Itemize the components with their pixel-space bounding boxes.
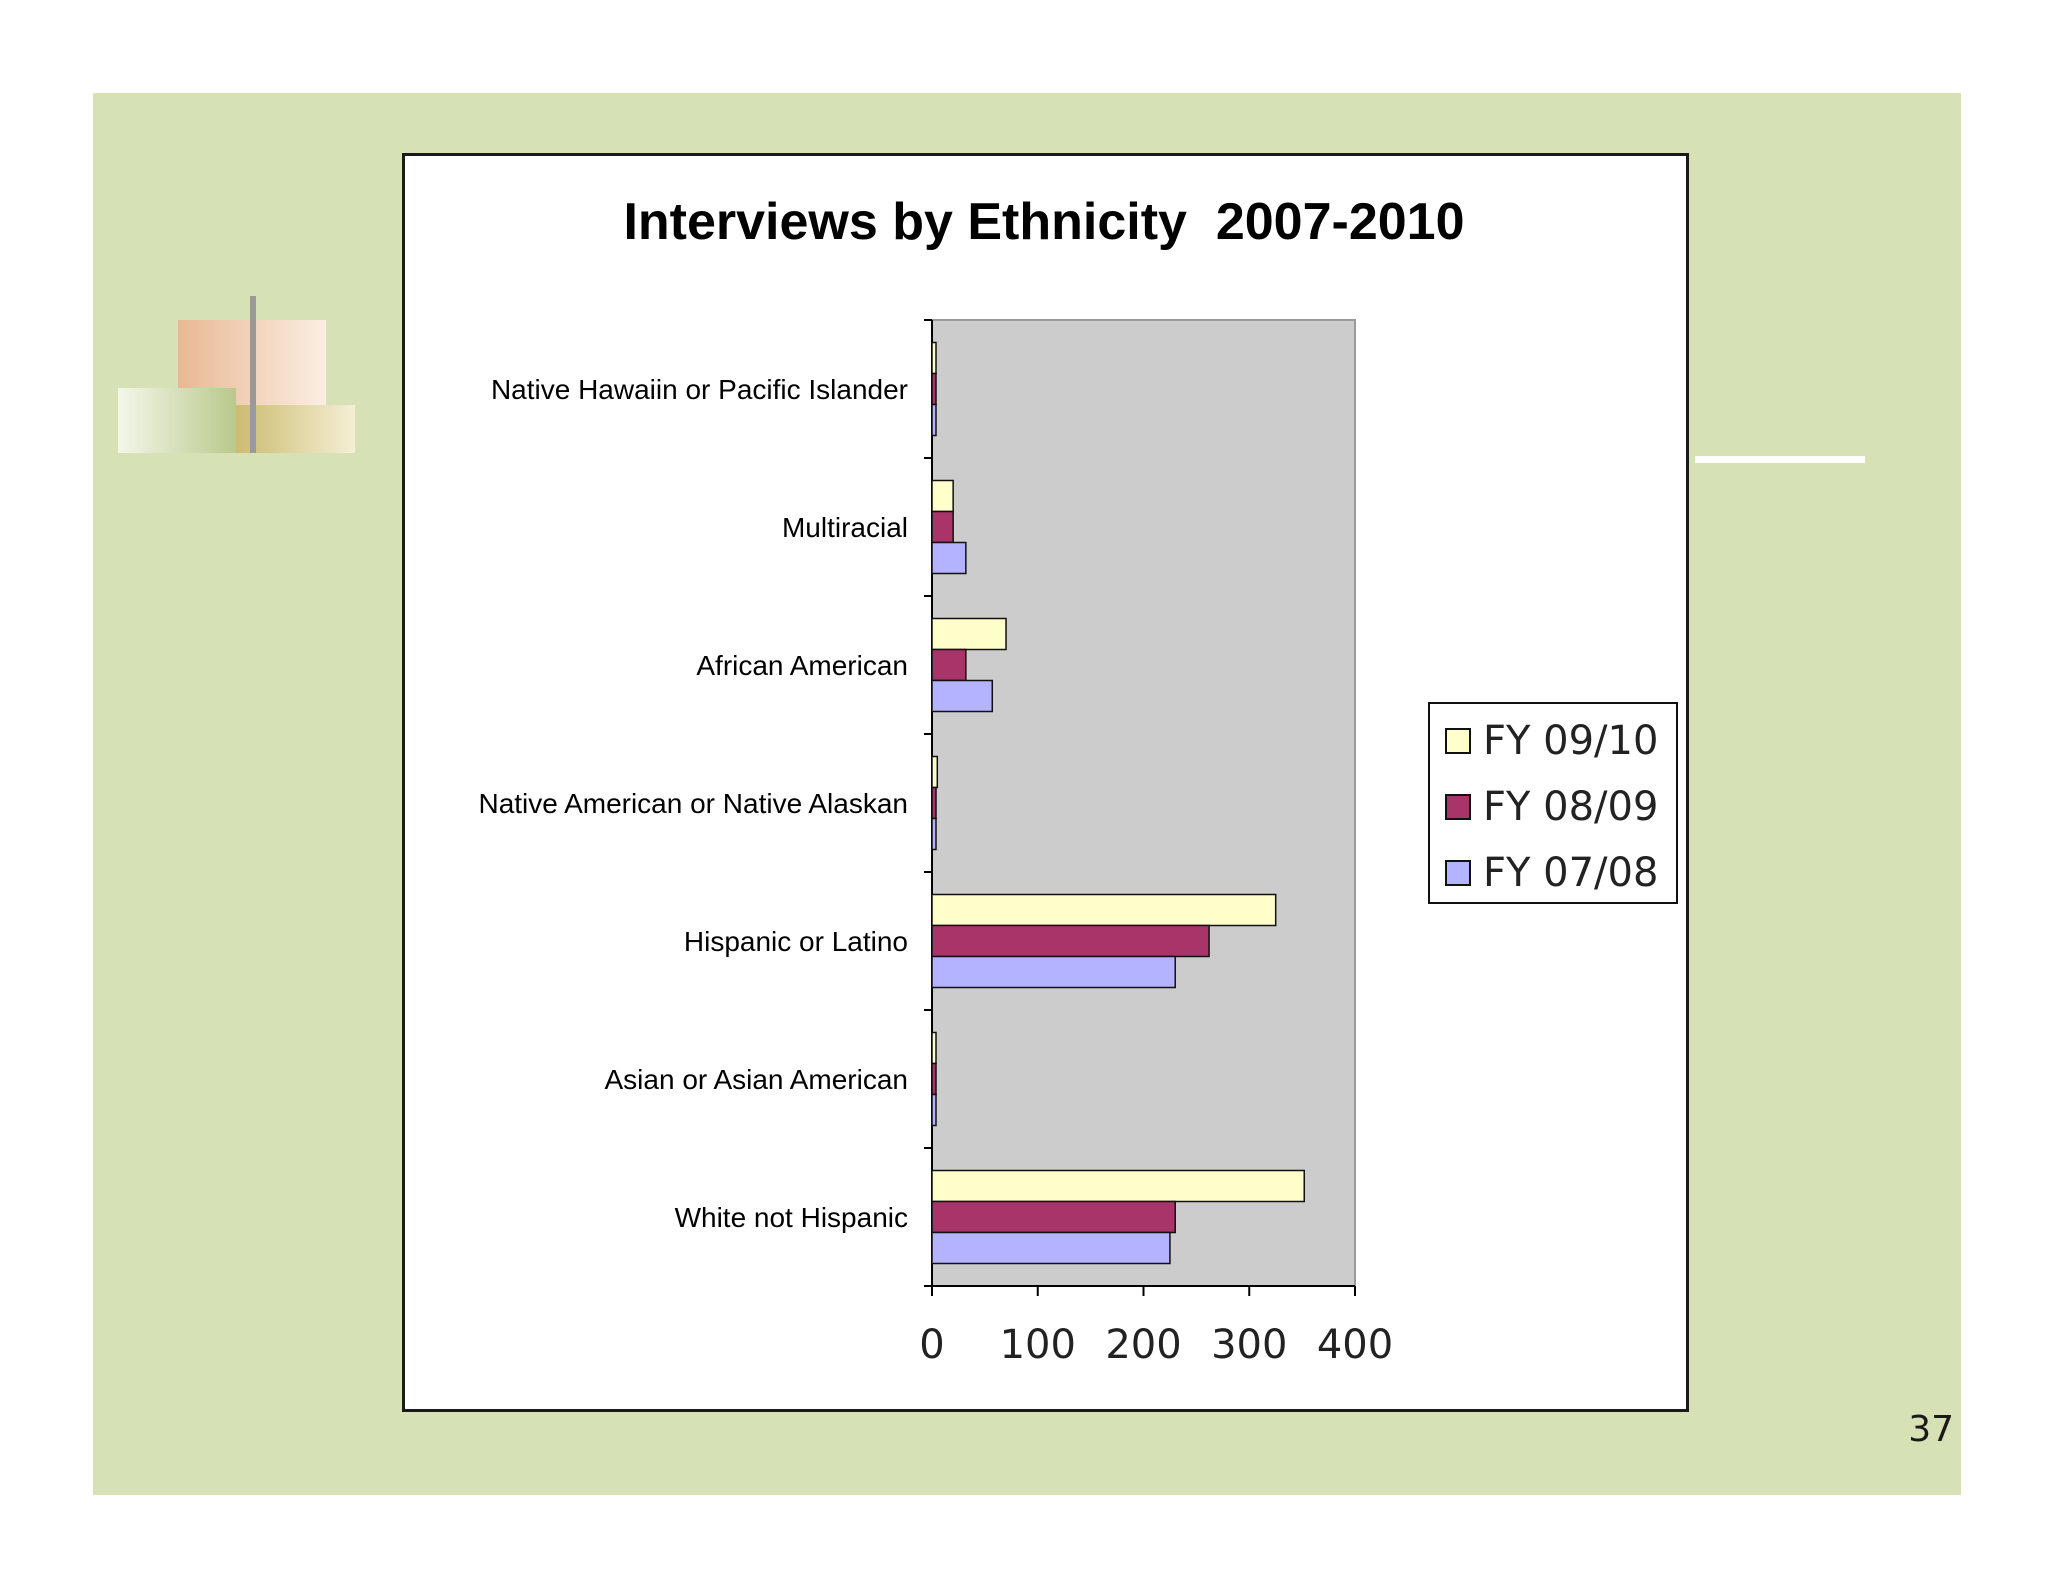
x-tick-label: 300	[1211, 1322, 1287, 1368]
x-tick-label: 200	[1105, 1322, 1181, 1368]
bar-2-0	[931, 617, 1007, 651]
bar-6-2	[931, 1231, 1171, 1265]
x-tick-label: 100	[1000, 1322, 1076, 1368]
legend-label: FY 08/09	[1483, 784, 1658, 830]
bar-1-2	[931, 541, 967, 575]
bar-5-2	[931, 1093, 937, 1127]
bar-2-2	[931, 679, 994, 713]
legend-swatch	[1445, 860, 1471, 886]
bar-0-1	[931, 372, 937, 406]
legend-swatch	[1445, 794, 1471, 820]
vertical-cross-line	[250, 296, 256, 453]
green-square	[118, 388, 236, 453]
bar-0-2	[931, 403, 937, 437]
category-label: Native Hawaiin or Pacific Islander	[491, 374, 908, 405]
bar-5-0	[931, 1031, 937, 1065]
decorative-line	[1695, 456, 1865, 463]
chart: Interviews by Ethnicity 2007-2010 Native…	[478, 193, 1678, 1368]
category-label: African American	[696, 650, 908, 681]
category-label: Asian or Asian American	[605, 1064, 909, 1095]
bar-5-1	[931, 1062, 937, 1096]
bar-0-0	[931, 341, 937, 375]
bar-3-1	[931, 786, 937, 820]
category-label: Native American or Native Alaskan	[478, 788, 908, 819]
bar-2-1	[931, 648, 967, 682]
bar-1-0	[931, 479, 954, 513]
plot-area	[931, 319, 1356, 1287]
bar-6-1	[931, 1200, 1176, 1234]
bar-3-2	[931, 817, 937, 851]
bar-3-0	[931, 755, 939, 789]
legend-label: FY 07/08	[1483, 850, 1658, 896]
legend-swatch	[1445, 728, 1471, 754]
x-tick-label: 400	[1317, 1322, 1393, 1368]
decorative-squares	[118, 296, 355, 453]
chart-frame: Interviews by Ethnicity 2007-2010 Native…	[402, 153, 1689, 1412]
bar-4-0	[931, 893, 1277, 927]
bar-1-1	[931, 510, 954, 544]
category-label: White not Hispanic	[675, 1202, 908, 1233]
category-label: Hispanic or Latino	[684, 926, 908, 957]
chart-title: Interviews by Ethnicity 2007-2010	[623, 193, 1464, 251]
category-label: Multiracial	[782, 512, 908, 543]
bar-4-2	[931, 955, 1176, 989]
legend-label: FY 09/10	[1483, 718, 1658, 764]
x-tick-label: 0	[919, 1322, 944, 1368]
bar-6-0	[931, 1169, 1305, 1203]
page-number: 37	[1908, 1409, 1954, 1450]
bar-4-1	[931, 924, 1210, 958]
